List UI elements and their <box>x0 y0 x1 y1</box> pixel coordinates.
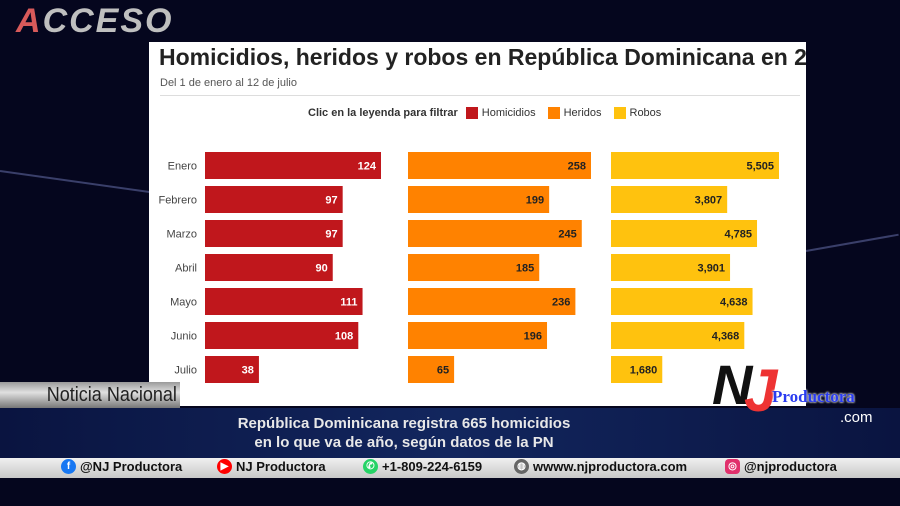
category-label: Junio <box>171 331 197 343</box>
footer-label: wwww.njproductora.com <box>533 459 688 474</box>
whatsapp-icon: ✆ <box>363 459 378 474</box>
bar-chart: Enero Febrero Marzo Abril Mayo Junio Julio 124 9… <box>158 152 779 383</box>
data-label: 196 <box>524 331 542 343</box>
bar-heridos <box>408 356 455 383</box>
data-label: 236 <box>552 297 570 309</box>
legend-item-homicidios[interactable]: Homicidios <box>465 107 536 119</box>
legend-item-robos[interactable]: Robos <box>613 107 662 119</box>
footer-instagram[interactable]: ◎ @njproductora <box>725 459 837 474</box>
data-label: 3,901 <box>698 263 726 275</box>
footer-label: NJ Productora <box>236 459 326 474</box>
category-label: Enero <box>168 161 197 173</box>
legend-item-heridos[interactable]: Heridos <box>547 107 602 119</box>
bar-homicidios <box>205 186 343 213</box>
globe-icon: ◍ <box>514 459 529 474</box>
footer-website[interactable]: ◍ wwww.njproductora.com <box>514 459 687 474</box>
bar-heridos <box>408 152 591 179</box>
bar-robos <box>611 220 758 247</box>
bar-heridos <box>408 186 550 213</box>
footer-youtube[interactable]: ▶ NJ Productora <box>217 459 326 474</box>
chart-subtitle: Del 1 de enero al 12 de julio <box>160 77 297 89</box>
bar-robos <box>611 356 663 383</box>
brand-suffix: .com <box>840 409 873 426</box>
legend-title: Clic en la leyenda para filtrar <box>308 107 458 119</box>
headline-line: en lo que va de año, según datos de la P… <box>254 434 554 451</box>
instagram-icon: ◎ <box>725 459 740 474</box>
data-label: 258 <box>568 161 586 173</box>
background-line <box>0 170 159 195</box>
category-label: Abril <box>175 263 197 275</box>
data-label: 1,680 <box>630 365 658 377</box>
legend-swatch <box>613 107 626 119</box>
data-label: 4,785 <box>724 229 752 241</box>
data-label: 185 <box>516 263 534 275</box>
bar-homicidios <box>205 152 381 179</box>
bar-robos <box>611 254 731 281</box>
bar-homicidios <box>205 220 343 247</box>
background-line <box>805 233 899 252</box>
bar-homicidios <box>205 322 359 349</box>
legend-swatch <box>547 107 560 119</box>
brand-name: Productora <box>772 387 855 406</box>
data-label: 111 <box>340 297 357 309</box>
data-label: 38 <box>242 365 254 377</box>
category-label: Julio <box>174 365 197 377</box>
acceso-logo: ACCESO <box>16 2 174 40</box>
category-label: Marzo <box>166 229 197 241</box>
category-label: Febrero <box>158 195 197 207</box>
bar-robos <box>611 288 753 315</box>
data-label: 4,368 <box>712 331 740 343</box>
data-label: 97 <box>325 195 337 207</box>
facebook-icon: f <box>61 459 76 474</box>
legend: Clic en la leyenda para filtrar Homicidi… <box>308 107 667 119</box>
footer-label: @NJ Productora <box>80 459 183 474</box>
legend-swatch <box>465 107 478 119</box>
bar-robos <box>611 322 745 349</box>
footer-whatsapp[interactable]: ✆ +1-809-224-6159 <box>363 459 482 474</box>
section-tag: Noticia Nacional <box>0 382 180 408</box>
chart-title: Homicidios, heridos y robos en República… <box>159 44 806 70</box>
bar-robos <box>611 152 779 179</box>
bar-heridos <box>408 254 540 281</box>
headline: República Dominicana registra 665 homici… <box>0 414 808 452</box>
bar-robos <box>611 186 728 213</box>
data-label: 65 <box>437 365 449 377</box>
headline-banner <box>0 408 900 458</box>
data-label: 5,505 <box>746 161 774 173</box>
data-label: 3,807 <box>695 195 723 207</box>
bar-heridos <box>408 322 548 349</box>
bar-homicidios <box>205 288 363 315</box>
data-label: 124 <box>358 161 377 173</box>
data-label: 245 <box>558 229 576 241</box>
bar-homicidios <box>205 356 259 383</box>
footer-label: +1-809-224-6159 <box>382 459 483 474</box>
data-label: 97 <box>325 229 337 241</box>
youtube-icon: ▶ <box>217 459 232 474</box>
legend-label: Heridos <box>563 107 602 119</box>
footer-facebook[interactable]: f @NJ Productora <box>61 459 182 474</box>
legend-label: Homicidios <box>481 107 536 119</box>
bar-heridos <box>408 288 576 315</box>
data-label: 108 <box>335 331 353 343</box>
footer-label: @njproductora <box>744 459 837 474</box>
data-label: 199 <box>526 195 544 207</box>
bar-homicidios <box>205 254 333 281</box>
legend-label: Robos <box>629 107 662 119</box>
divider <box>160 95 800 96</box>
chart-panel: Homicidios, heridos y robos en República… <box>149 42 806 406</box>
bar-heridos <box>408 220 582 247</box>
headline-line: República Dominicana registra 665 homici… <box>237 415 571 432</box>
data-label: 90 <box>315 263 327 275</box>
data-label: 4,638 <box>720 297 748 309</box>
category-label: Mayo <box>170 297 197 309</box>
